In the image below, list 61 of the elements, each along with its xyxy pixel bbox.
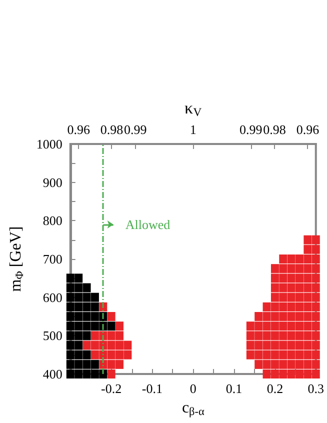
y-tick-label: 400: [42, 366, 62, 382]
point: [82, 302, 91, 312]
y-tick-label: 800: [42, 213, 62, 228]
x-tick-label: 0.3: [308, 381, 324, 396]
point: [82, 322, 91, 331]
point: [74, 350, 83, 360]
point: [66, 312, 74, 321]
point: [90, 292, 99, 302]
point: [74, 274, 83, 283]
point: [66, 292, 74, 302]
point: [107, 322, 116, 331]
point: [66, 283, 74, 292]
point: [74, 292, 83, 302]
point: [82, 283, 91, 292]
text: 0.98: [100, 122, 124, 137]
text: 0.99: [239, 122, 262, 137]
y-tick-label: 1000: [36, 136, 62, 152]
point: [82, 331, 91, 340]
point: [90, 312, 99, 321]
y-tick-label: 900: [42, 174, 62, 190]
point: [74, 360, 83, 369]
point: [66, 331, 74, 340]
text: 1: [190, 122, 196, 137]
point: [74, 331, 83, 340]
point: [90, 360, 99, 369]
text: 0.96: [296, 122, 320, 137]
point: [90, 302, 99, 312]
point: [66, 350, 74, 360]
x-tick-label: -0.2: [101, 381, 122, 396]
y-tick-label: 500: [42, 328, 62, 344]
point: [66, 340, 74, 350]
point: [74, 312, 83, 321]
point: [66, 370, 74, 378]
text: 0.96: [67, 122, 90, 137]
text: 0.99: [124, 122, 147, 137]
point: [82, 312, 91, 321]
point: [66, 322, 74, 331]
point: [82, 350, 91, 360]
point: [82, 360, 91, 369]
x-tick-label: 0.1: [226, 381, 242, 396]
x-tick-label: -0.1: [142, 381, 163, 396]
point: [66, 302, 74, 312]
point: [82, 292, 91, 302]
point: [74, 302, 83, 312]
point: [66, 360, 74, 369]
point: [74, 322, 83, 331]
point: [66, 274, 74, 283]
point: [74, 370, 83, 378]
y-tick-label: 700: [42, 252, 62, 266]
y-axis-title: mΦ [GeV]: [8, 226, 26, 292]
point: [90, 370, 99, 378]
point: [74, 340, 83, 350]
point: [74, 283, 83, 292]
y-tick-label: 600: [42, 290, 62, 305]
point: [99, 370, 108, 378]
x-tick-label: 0: [190, 381, 196, 396]
point: [82, 370, 91, 378]
annotation: Allowed: [125, 217, 171, 232]
text: 0.98: [263, 122, 286, 137]
point: [90, 322, 99, 331]
x-tick-label: 0.2: [266, 381, 284, 396]
